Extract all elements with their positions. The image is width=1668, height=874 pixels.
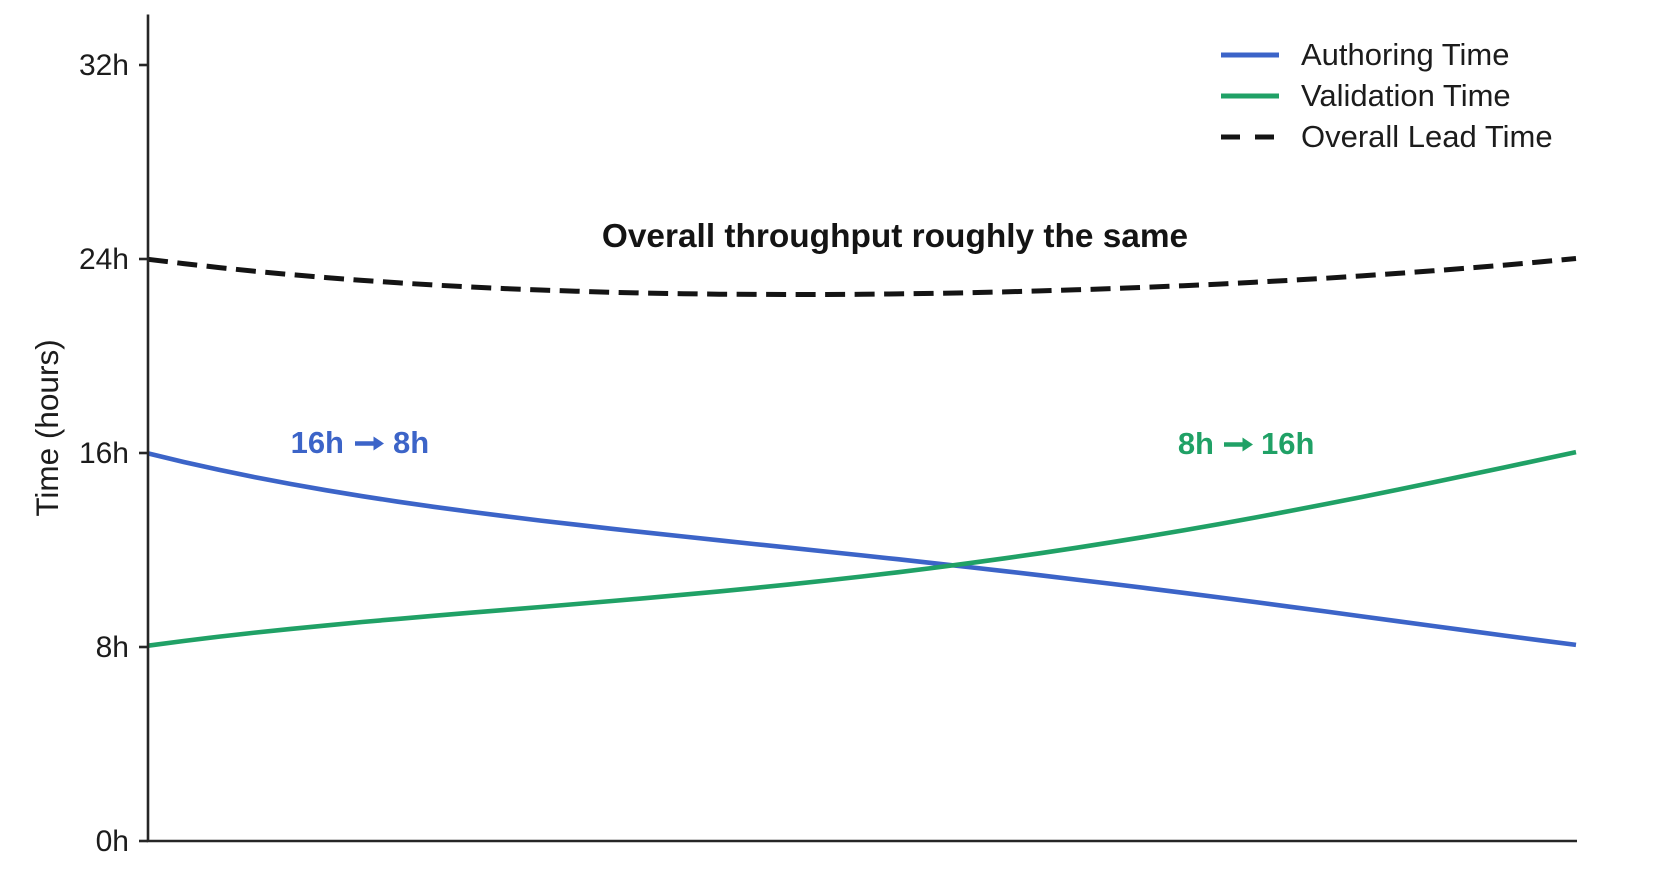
svg-text:8h: 8h xyxy=(96,631,129,664)
svg-text:16h: 16h xyxy=(1261,426,1314,461)
svg-text:Validation Time: Validation Time xyxy=(1301,78,1511,113)
svg-text:Time (hours): Time (hours) xyxy=(29,339,65,516)
svg-text:16h: 16h xyxy=(79,437,129,470)
svg-text:16h: 16h xyxy=(291,425,344,460)
svg-text:32h: 32h xyxy=(79,49,129,82)
svg-text:8h: 8h xyxy=(1178,426,1214,461)
svg-text:24h: 24h xyxy=(79,243,129,276)
svg-text:0h: 0h xyxy=(96,825,129,858)
svg-text:8h: 8h xyxy=(393,425,429,460)
svg-text:Authoring Time: Authoring Time xyxy=(1301,37,1510,72)
svg-text:Overall throughput roughly the: Overall throughput roughly the same xyxy=(602,218,1188,255)
svg-text:Overall Lead Time: Overall Lead Time xyxy=(1301,119,1553,154)
